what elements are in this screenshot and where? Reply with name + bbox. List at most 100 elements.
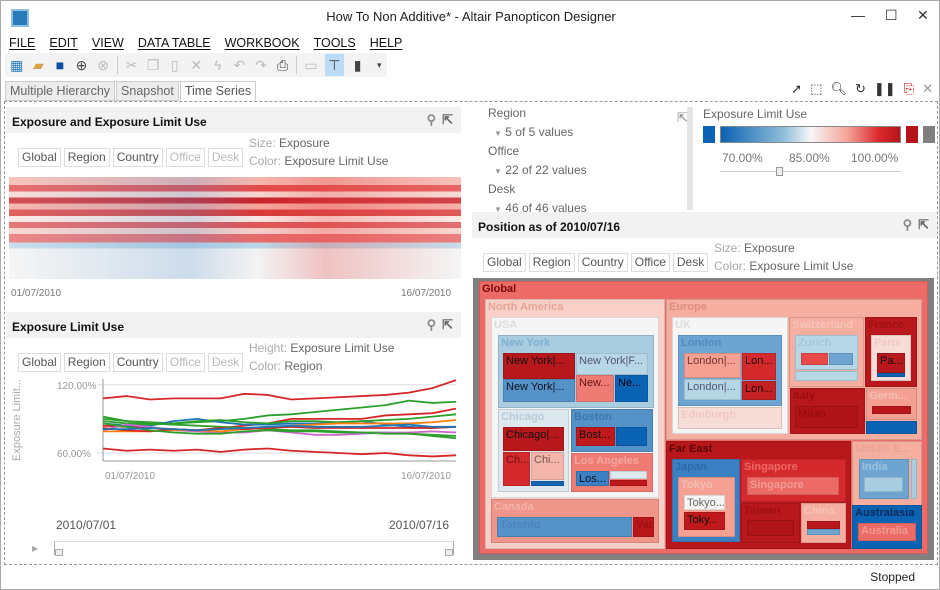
treemap-node[interactable]: Tokyo... [684,495,725,510]
legend-slider-handle[interactable] [776,167,783,176]
select-rect-icon[interactable]: ⬚ [810,81,823,96]
zoom-out-icon[interactable]: ⚲ [426,317,437,332]
treemap-node[interactable]: Los... [576,471,609,486]
undo-icon[interactable]: ↶ [233,56,246,73]
menu-help[interactable]: HELP [369,36,403,50]
tab-multiple-hierarchy[interactable]: Multiple Hierarchy [5,81,116,101]
treemap-node[interactable]: Ne... [615,375,648,402]
treemap-node[interactable]: Australia [858,523,916,541]
popout-icon[interactable]: ⇱ [677,110,688,125]
treemap-cell[interactable] [807,521,840,529]
menu-tools[interactable]: TOOLS [313,36,356,50]
hier-country[interactable]: Country [577,253,628,272]
zoom-out-icon[interactable]: ⚲ [426,112,437,127]
publish-icon[interactable]: ⊕ [75,56,88,73]
treemap-cell[interactable] [807,529,840,535]
hier-office[interactable]: Office [630,253,670,272]
treemap-node[interactable]: Milan [795,406,858,428]
open-folder-icon[interactable]: ▰ [32,56,44,73]
treemap-cell[interactable] [801,353,828,365]
line-chart[interactable]: Exposure Limit... 120.00% 60.00% 01/07/2… [1,371,466,486]
hier-desk[interactable]: Desk [207,353,244,372]
toolbar-overflow-icon[interactable]: ▾ [376,59,382,70]
refresh-icon[interactable]: ↻ [854,81,866,96]
treemap-cell[interactable] [864,477,903,492]
treemap-node[interactable]: Germ... [866,388,917,420]
slider-right-handle[interactable] [445,549,453,556]
bookmark-icon[interactable]: ▮ [353,56,362,73]
series-line[interactable] [102,379,457,401]
minimize-button[interactable]: — [851,7,865,23]
treemap-node[interactable]: London|... [684,379,741,400]
treemap-node[interactable]: Pa... [877,353,905,373]
tab-snapshot[interactable]: Snapshot [116,81,179,101]
pdf-icon[interactable]: ⎘ [903,81,915,96]
pointer-icon[interactable]: ➚ [791,81,803,96]
menu-view[interactable]: VIEW [91,36,124,50]
filter-scrollbar[interactable] [687,107,693,210]
series-line[interactable] [102,447,457,458]
legend-slider-track[interactable] [720,171,901,172]
lightning-icon[interactable]: ϟ [214,57,222,73]
hier-region[interactable]: Region [528,253,575,272]
tab-time-series[interactable]: Time Series [179,81,257,101]
treemap-node[interactable]: Van [633,517,654,537]
menu-edit[interactable]: EDIT [49,36,78,50]
hier-global[interactable]: Global [18,148,61,167]
filter-dropdown[interactable]: ▼ 46 of 46 values [488,201,587,213]
pause-icon[interactable]: ❚❚ [873,81,896,96]
treemap-node[interactable]: Toky... [684,512,725,530]
treemap-node[interactable]: New York|... [503,353,575,379]
treemap-node[interactable]: Singapore [747,477,839,495]
menu-workbook[interactable]: WORKBOOK [224,36,300,50]
treemap-node[interactable]: Edinburgh [678,407,782,429]
new-workbook-icon[interactable]: ▦ [10,56,24,73]
series-line[interactable] [103,423,456,432]
zoom-icon[interactable]: 🔍︎ [830,81,847,96]
treemap-cell[interactable] [610,480,647,486]
hier-desk[interactable]: Desk [207,148,244,167]
treemap-cell[interactable] [531,481,564,486]
paste-icon[interactable]: ▯ [170,56,179,73]
treemap-node[interactable]: New York|... [503,379,575,402]
popout-icon[interactable]: ⇱ [918,217,929,232]
save-icon[interactable]: ■ [55,57,65,73]
hier-country[interactable]: Country [112,148,163,167]
hier-desk[interactable]: Desk [672,253,709,272]
close-panel-icon[interactable]: ✕ [922,81,933,96]
treemap[interactable]: Global North America USA New York New York|.… [471,276,936,566]
treemap-cell[interactable] [877,373,905,377]
treemap-cell[interactable] [911,459,917,499]
popout-icon[interactable]: ⇱ [442,317,453,332]
treemap-cell[interactable] [829,353,853,365]
menu-file[interactable]: FILE [9,36,36,50]
treemap-node[interactable]: Lon... [742,353,776,380]
unpublish-icon[interactable]: ⊗ [97,56,109,73]
popout-icon[interactable]: ⇱ [442,112,453,127]
menu-data-table[interactable]: DATA TABLE [137,36,211,50]
treemap-node[interactable]: New York|F... [576,353,648,375]
hier-office[interactable]: Office [165,353,205,372]
hier-region[interactable]: Region [63,148,110,167]
slider-left-handle[interactable] [55,549,63,556]
print-icon[interactable]: ⎙ [276,56,289,73]
treemap-cell[interactable] [616,427,647,446]
treemap-cell[interactable] [610,471,647,479]
presentation-icon[interactable]: ⊤ [324,54,344,76]
treemap-node[interactable]: Bost... [576,427,615,446]
treemap-node[interactable]: Toronto [497,517,632,537]
redo-icon[interactable]: ↷ [255,56,267,73]
zoom-out-icon[interactable]: ⚲ [902,217,913,232]
hier-country[interactable]: Country [112,353,163,372]
close-button[interactable]: ✕ [917,7,929,23]
series-line[interactable] [102,425,457,433]
treemap-node[interactable]: Chicago|... [503,427,564,451]
stream-graph[interactable] [9,177,461,279]
copy-icon[interactable]: ❐ [146,56,160,73]
play-icon[interactable]: ▶ [32,544,39,553]
series-line[interactable] [102,413,457,426]
treemap-node[interactable]: Chi... [531,452,564,480]
cut-icon[interactable]: ✂ [125,56,138,73]
filter-dropdown[interactable]: ▼ 22 of 22 values [488,163,587,182]
hier-office[interactable]: Office [165,148,205,167]
